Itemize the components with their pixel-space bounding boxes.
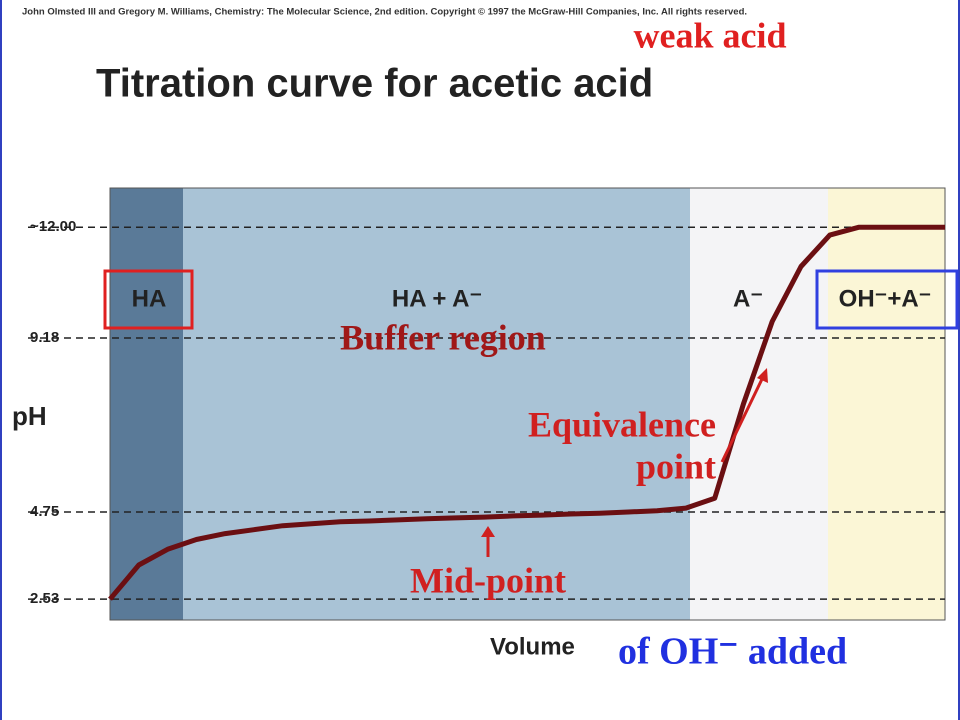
chart-title: Titration curve for acetic acid <box>96 62 653 106</box>
plot-frame <box>109 187 946 621</box>
copyright: John Olmsted III and Gregory M. Williams… <box>22 7 747 18</box>
x-axis-label-suffix: of OH⁻ added <box>618 631 847 673</box>
region-label: HA + A⁻ <box>392 285 482 312</box>
highlight-box <box>815 269 959 330</box>
region-label: OH⁻+A⁻ <box>839 285 932 312</box>
annotation: weak acid <box>634 15 787 55</box>
annotation: Buffer region <box>340 317 546 357</box>
region <box>828 188 945 620</box>
annotation: Equivalence <box>528 404 716 444</box>
plot-area: HA HA + A⁻ A⁻ OH⁻+A⁻~12.009.184.752.53 <box>28 187 959 621</box>
region <box>110 188 183 620</box>
highlight-box <box>103 269 194 330</box>
region-label: A⁻ <box>733 285 763 312</box>
annotation: point <box>636 446 716 486</box>
arrow <box>720 376 765 463</box>
region <box>183 188 690 620</box>
arrow-head <box>757 368 768 383</box>
annotation: Mid-point <box>410 560 566 600</box>
region-label: HA <box>132 285 167 312</box>
titration-curve <box>108 224 945 601</box>
y-axis-label: pH <box>12 401 47 431</box>
x-axis-label: Volume <box>490 633 575 660</box>
arrow-head <box>481 526 495 537</box>
